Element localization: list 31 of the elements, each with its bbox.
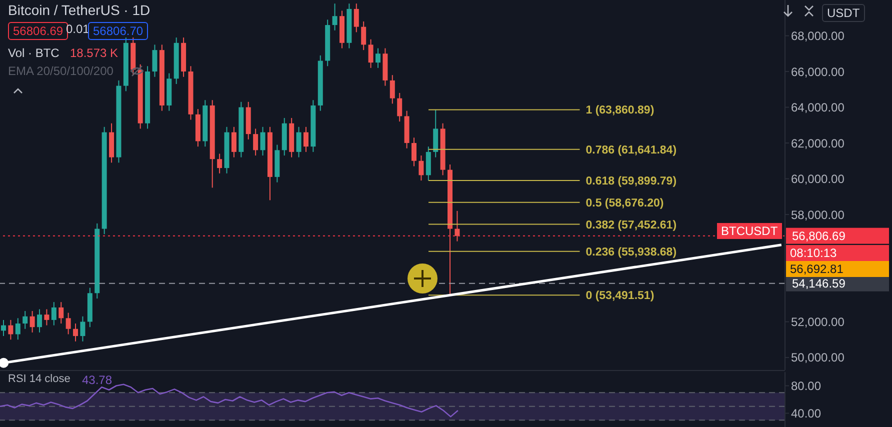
y-tick-label: 64,000.00	[791, 100, 845, 115]
annotation: 56806.70	[88, 22, 148, 40]
y-tick-label: 66,000.00	[791, 64, 845, 79]
ref-line-label: 54,146.59	[792, 276, 846, 290]
y-tick-label: 60,000.00	[791, 172, 845, 186]
ref-line-label: 0.786 (61,641.84)	[586, 144, 677, 156]
annotation: 43.78	[82, 373, 112, 387]
text: 56,692.81	[786, 261, 889, 277]
ref-line-label: 56,806.69	[792, 228, 846, 243]
ref-line-label: 0.236 (55,938.68)	[586, 246, 677, 258]
chart-title: RSI 14 close	[8, 373, 70, 385]
annotation: 18.573 K	[70, 46, 118, 60]
annotation: Vol · BTC	[8, 46, 60, 60]
y-tick-label: 80.00	[791, 379, 822, 394]
y-tick-label: 58,000.00	[791, 208, 845, 222]
ref-line-label: 0.382 (57,452.61)	[586, 219, 677, 232]
annotation: EMA 20/50/100/200	[8, 64, 114, 78]
y-tick-label: 68,000.00	[791, 29, 845, 44]
ref-line-label: 0.5 (58,676.20)	[586, 197, 664, 210]
y-tick-label: 40.00	[791, 406, 822, 421]
ref-line-label: 0.618 (59,899.79)	[586, 176, 677, 188]
y-tick-label: 52,000.00	[791, 315, 845, 329]
ref-line-label: 0 (53,491.51)	[586, 290, 654, 302]
annotation: BTCUSDT	[717, 223, 782, 239]
y-tick-label: 62,000.00	[791, 136, 845, 150]
ref-line-label: 1 (63,860.89)	[586, 104, 654, 117]
annotation: 56806.69	[13, 24, 64, 38]
chart-title: Bitcoin / TetherUS · 1D	[8, 2, 150, 18]
y-tick-label: 50,000.00	[791, 350, 845, 365]
text: USDT	[822, 4, 865, 22]
text: 08:10:13	[786, 245, 889, 261]
